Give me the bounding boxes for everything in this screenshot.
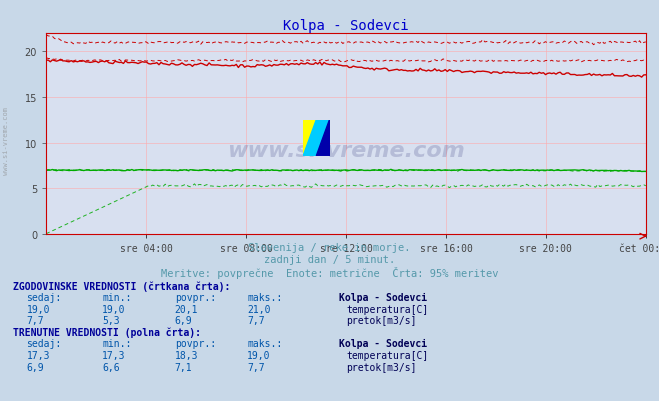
Polygon shape: [303, 120, 330, 156]
Text: 17,3: 17,3: [26, 350, 50, 360]
Text: sedaj:: sedaj:: [26, 292, 61, 302]
Text: temperatura[C]: temperatura[C]: [346, 304, 428, 314]
Text: temperatura[C]: temperatura[C]: [346, 350, 428, 360]
Text: 5,3: 5,3: [102, 316, 120, 326]
Text: 19,0: 19,0: [102, 304, 126, 314]
Text: 7,7: 7,7: [26, 316, 44, 326]
Text: Meritve: povprečne  Enote: metrične  Črta: 95% meritev: Meritve: povprečne Enote: metrične Črta:…: [161, 267, 498, 279]
Polygon shape: [303, 120, 316, 156]
Title: Kolpa - Sodevci: Kolpa - Sodevci: [283, 19, 409, 33]
Text: TRENUTNE VREDNOSTI (polna črta):: TRENUTNE VREDNOSTI (polna črta):: [13, 327, 201, 337]
Text: 6,6: 6,6: [102, 362, 120, 372]
Text: 20,1: 20,1: [175, 304, 198, 314]
Text: 21,0: 21,0: [247, 304, 271, 314]
Text: 17,3: 17,3: [102, 350, 126, 360]
Text: zadnji dan / 5 minut.: zadnji dan / 5 minut.: [264, 255, 395, 265]
Text: 19,0: 19,0: [26, 304, 50, 314]
Text: 7,7: 7,7: [247, 316, 265, 326]
Text: Slovenija / reke in morje.: Slovenija / reke in morje.: [248, 243, 411, 253]
Text: Kolpa - Sodevci: Kolpa - Sodevci: [339, 338, 428, 348]
Text: maks.:: maks.:: [247, 338, 282, 348]
Polygon shape: [316, 120, 330, 156]
Text: pretok[m3/s]: pretok[m3/s]: [346, 316, 416, 326]
Text: povpr.:: povpr.:: [175, 338, 215, 348]
Text: 7,1: 7,1: [175, 362, 192, 372]
Text: min.:: min.:: [102, 338, 132, 348]
Text: ZGODOVINSKE VREDNOSTI (črtkana črta):: ZGODOVINSKE VREDNOSTI (črtkana črta):: [13, 281, 231, 291]
Text: min.:: min.:: [102, 292, 132, 302]
Text: 6,9: 6,9: [175, 316, 192, 326]
Text: 7,7: 7,7: [247, 362, 265, 372]
Text: sedaj:: sedaj:: [26, 338, 61, 348]
Text: Kolpa - Sodevci: Kolpa - Sodevci: [339, 292, 428, 302]
Text: pretok[m3/s]: pretok[m3/s]: [346, 362, 416, 372]
Text: www.si-vreme.com: www.si-vreme.com: [3, 106, 9, 174]
Text: 6,9: 6,9: [26, 362, 44, 372]
Text: povpr.:: povpr.:: [175, 292, 215, 302]
Text: 18,3: 18,3: [175, 350, 198, 360]
Text: maks.:: maks.:: [247, 292, 282, 302]
Text: 19,0: 19,0: [247, 350, 271, 360]
Text: www.si-vreme.com: www.si-vreme.com: [227, 140, 465, 160]
